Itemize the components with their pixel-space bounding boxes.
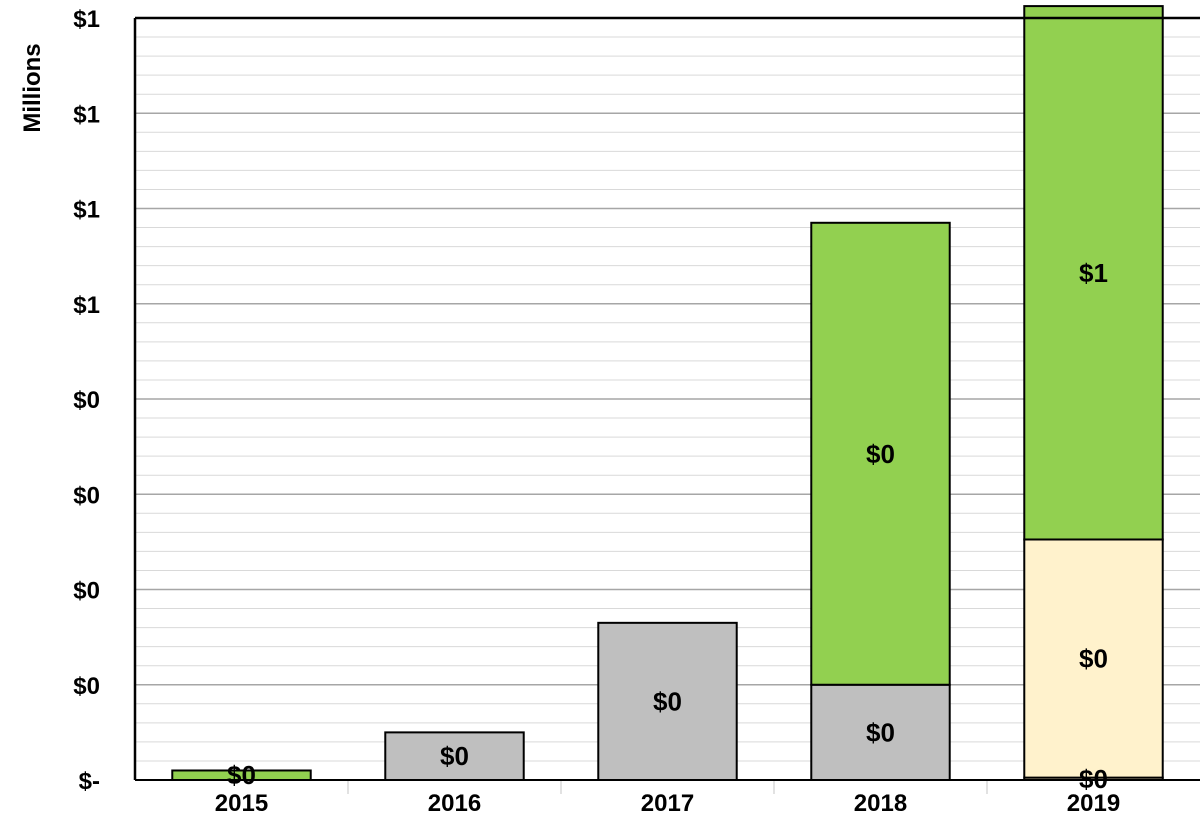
- y-tick-label: $1: [73, 101, 100, 128]
- y-tick-label: $0: [73, 673, 100, 700]
- x-tick-label: 2017: [641, 790, 694, 814]
- x-tick-label: 2015: [215, 790, 268, 814]
- x-tick-label: 2016: [428, 790, 481, 814]
- bars: [172, 6, 1162, 780]
- bar-data-label: $0: [440, 741, 469, 771]
- bar-data-label: $0: [653, 686, 682, 716]
- x-tick-label: 2018: [854, 790, 907, 814]
- y-tick-label: $1: [73, 6, 100, 33]
- y-tick-label: $0: [73, 578, 100, 605]
- bar-data-label: $0: [1079, 644, 1108, 674]
- bar-data-label: $0: [866, 439, 895, 469]
- y-tick-label: $1: [73, 292, 100, 319]
- y-tick-label: $0: [73, 387, 100, 414]
- bar-data-label: $0: [227, 760, 256, 790]
- y-tick-label: $1: [73, 197, 100, 224]
- y-axis-title: Millions: [19, 43, 46, 132]
- y-tick-label: $0: [73, 482, 100, 509]
- labels: $-$0$0$0$0$1$1$1$1$02015$02016$02017$0$0…: [73, 6, 1120, 814]
- bar-data-label: $1: [1079, 258, 1108, 288]
- x-tick-label: 2019: [1067, 790, 1120, 814]
- y-tick-label: $-: [79, 768, 100, 795]
- bar-data-label: $0: [866, 717, 895, 747]
